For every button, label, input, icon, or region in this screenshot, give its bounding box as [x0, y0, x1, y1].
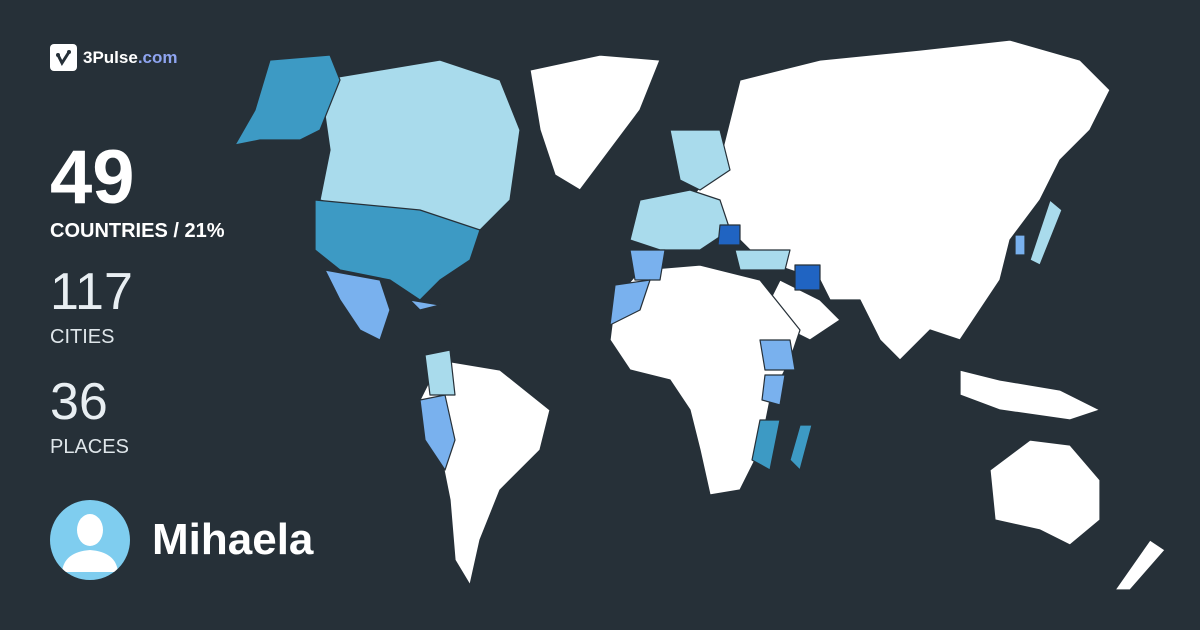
colombia: [424, 349, 456, 396]
canada: [319, 59, 521, 231]
greenland: [529, 54, 661, 191]
scandinavia: [669, 129, 731, 191]
cities-label: CITIES: [50, 326, 115, 348]
brand-name: 3Pulse.com: [83, 47, 178, 67]
ethiopia: [759, 339, 796, 371]
places-stat: 36 PLACES: [50, 376, 129, 459]
pulse-logo-icon: [50, 44, 77, 71]
africa: [609, 264, 801, 496]
morocco: [609, 279, 651, 326]
cities-count: 117: [50, 263, 133, 321]
countries-stat: 49 COUNTRIES / 21%: [50, 140, 224, 243]
romania: [717, 224, 741, 246]
places-label: PLACES: [50, 436, 129, 458]
usa: [314, 199, 481, 301]
peru: [419, 394, 456, 471]
user-profile[interactable]: Mihaela: [50, 500, 313, 580]
cuba: [409, 299, 441, 311]
user-silhouette-icon[interactable]: [50, 500, 130, 580]
countries-count: 49: [50, 135, 135, 220]
madagascar: [789, 424, 813, 471]
unvisited-land: [419, 39, 1166, 591]
korea: [1014, 234, 1026, 256]
cities-stat: 117 CITIES: [50, 266, 133, 349]
japan: [1029, 199, 1063, 266]
europe-visited: [629, 189, 731, 251]
iberia: [629, 249, 666, 281]
brand-logo[interactable]: 3Pulse.com: [50, 44, 178, 71]
visited-countries: [234, 54, 1063, 471]
new-zealand: [1114, 539, 1166, 591]
kenya: [761, 374, 786, 406]
places-count: 36: [50, 373, 108, 431]
countries-label: COUNTRIES / 21%: [50, 220, 225, 242]
southeast-asia: [959, 369, 1101, 421]
iraq: [794, 264, 821, 291]
australia: [989, 439, 1101, 546]
mozambique: [751, 419, 781, 471]
mexico: [324, 269, 391, 341]
alaska: [234, 54, 341, 146]
user-name: Mihaela: [152, 515, 314, 564]
turkey: [734, 249, 791, 271]
